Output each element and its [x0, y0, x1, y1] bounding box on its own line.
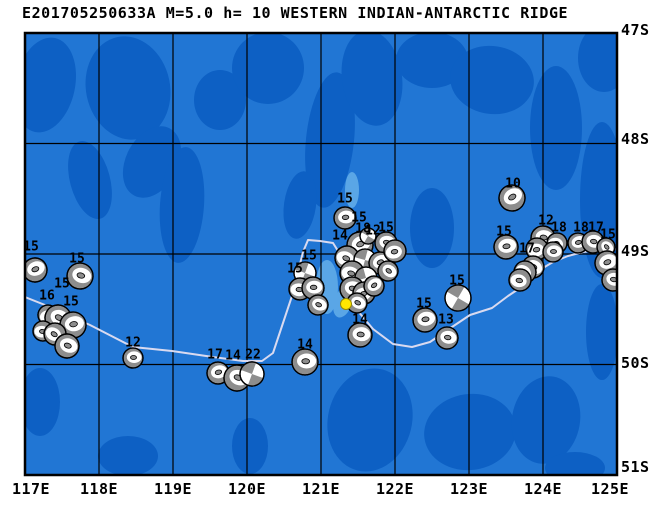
- bathymetry-patch: [530, 66, 582, 190]
- shallow-patch: [345, 172, 359, 208]
- bathymetry-patch: [327, 368, 413, 472]
- depth-label: 15: [54, 277, 70, 292]
- depth-label: 14: [225, 349, 241, 364]
- beachball: [542, 241, 564, 263]
- bathymetry-patch: [85, 36, 171, 140]
- depth-label: 14: [352, 313, 368, 328]
- bathymetry-patch: [511, 376, 581, 464]
- depth-label: 15: [63, 295, 79, 310]
- beachball: [525, 237, 549, 261]
- beachball: [493, 234, 519, 260]
- bathymetry-patch: [410, 188, 454, 268]
- y-tick-label: 47S: [621, 21, 650, 39]
- beachball: [25, 257, 48, 283]
- beachball: [601, 268, 617, 292]
- depth-label: 10: [505, 177, 521, 192]
- x-tick-label: 125E: [591, 480, 629, 498]
- beachball: [435, 326, 459, 350]
- depth-label: 15: [449, 274, 465, 289]
- depth-label: 16: [39, 289, 55, 304]
- depth-label: 14: [297, 338, 313, 353]
- y-tick-label: 50S: [621, 354, 650, 372]
- bathymetry-patch: [25, 368, 60, 436]
- bathymetry-patch: [586, 284, 617, 380]
- beachball: [291, 348, 319, 376]
- bathymetry-patch: [424, 393, 516, 471]
- beachball: [66, 262, 94, 290]
- x-tick-label: 122E: [376, 480, 414, 498]
- depth-label: 12: [125, 336, 141, 351]
- beachball: [347, 322, 373, 348]
- event-marker: [340, 298, 352, 310]
- bathymetry-patch: [25, 37, 76, 133]
- depth-label: 17: [519, 242, 535, 257]
- beachball: [333, 206, 357, 230]
- beachball: [59, 311, 87, 339]
- depth-label: 15: [337, 192, 353, 207]
- bathymetry-patch: [578, 33, 617, 92]
- x-tick-label: 120E: [228, 480, 266, 498]
- depth-label: 22: [245, 348, 261, 363]
- depth-label: 12: [538, 214, 554, 229]
- map-title: E201705250633A M=5.0 h= 10 WESTERN INDIA…: [22, 4, 569, 22]
- x-tick-label: 119E: [154, 480, 192, 498]
- y-tick-label: 49S: [621, 242, 650, 260]
- bathymetry-patch: [232, 418, 268, 474]
- beachball: [412, 307, 438, 333]
- depth-label: 17: [207, 348, 223, 363]
- depth-label: 15: [287, 262, 303, 277]
- depth-label: 15: [351, 211, 367, 226]
- beachball: [444, 284, 472, 312]
- bathymetry-patch: [396, 33, 468, 88]
- y-tick-label: 51S: [621, 458, 650, 476]
- depth-label: 18: [355, 222, 371, 237]
- beachball: [206, 361, 230, 385]
- depth-label: 15: [301, 249, 317, 264]
- bathymetry-patch: [450, 45, 534, 115]
- bathymetry-patch: [305, 72, 355, 208]
- depth-label: 15: [23, 240, 39, 255]
- depth-label: 12: [365, 224, 381, 239]
- depth-label: 13: [438, 313, 454, 328]
- depth-label: 15: [600, 228, 616, 243]
- x-tick-label: 124E: [524, 480, 562, 498]
- bathymetry-patch: [232, 33, 304, 104]
- depth-label: 14: [332, 229, 348, 244]
- x-tick-label: 118E: [80, 480, 118, 498]
- depth-label: 17: [588, 221, 604, 236]
- beachball: [377, 260, 399, 282]
- beachball: [359, 227, 377, 245]
- depth-label: 18: [573, 221, 589, 236]
- depth-label: 15: [378, 221, 394, 236]
- depth-label: 15: [496, 225, 512, 240]
- bathymetry-patch: [283, 171, 317, 239]
- x-tick-label: 121E: [302, 480, 340, 498]
- x-tick-label: 117E: [12, 480, 50, 498]
- bathymetry-patch: [159, 147, 205, 263]
- depth-label: 15: [416, 297, 432, 312]
- beachball: [567, 232, 589, 254]
- bathymetry-patch: [545, 452, 605, 475]
- beachball: [307, 294, 329, 316]
- beachball: [122, 347, 144, 369]
- beachball: [239, 361, 265, 387]
- map-frame: [23, 31, 619, 477]
- y-tick-label: 48S: [621, 130, 650, 148]
- beachball: [54, 333, 80, 359]
- depth-label: 18: [551, 221, 567, 236]
- depth-label: 15: [69, 252, 85, 267]
- bathymetry-patch: [68, 141, 112, 219]
- beachball: [363, 275, 385, 297]
- beachball: [508, 268, 532, 292]
- bathymetry-patch: [98, 436, 158, 475]
- bathymetry-patch: [194, 70, 246, 130]
- x-tick-label: 123E: [450, 480, 488, 498]
- bathymetry-patch: [341, 33, 403, 126]
- beachball: [383, 239, 407, 263]
- beachball: [498, 184, 526, 212]
